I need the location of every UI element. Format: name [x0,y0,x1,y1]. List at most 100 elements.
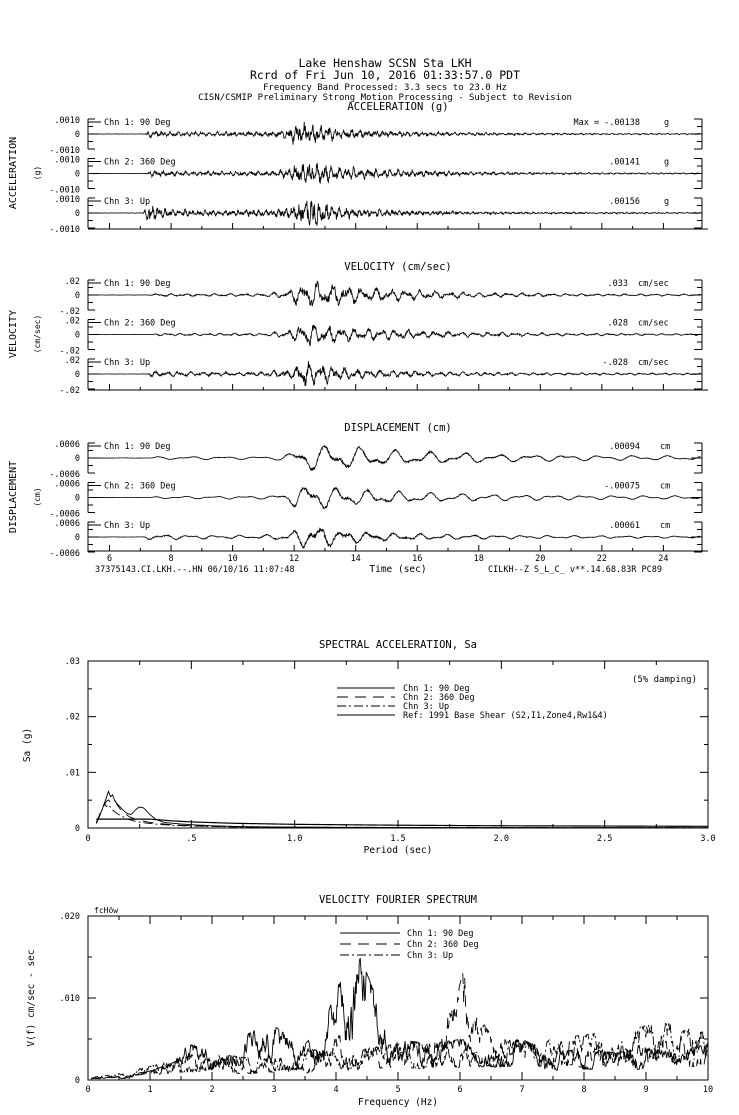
channel-label: Chn 3: Up [104,358,150,368]
trace-row: Chn 2: 360 Deg .02 0 -.02 .028 cm/sec [60,317,703,357]
x-tick-label: 8 [581,1085,586,1095]
waveform-trace [88,121,701,145]
panel-side-label: VELOCITY [8,310,19,358]
peak-value-label: .00061 [609,521,640,531]
record-timestamp: Rcrd of Fri Jun 10, 2016 01:33:57.0 PDT [250,68,520,82]
y-tick-label: .0006 [54,480,80,490]
y-tick-label: -.0010 [49,225,80,235]
y-tick-label: 0 [75,494,80,504]
y-tick-label: 0 [75,370,80,380]
x-tick-label: 2.0 [494,834,509,844]
legend-label: Chn 3: Up [403,702,449,712]
x-tick-label: 2.5 [597,834,612,844]
fourier-title: VELOCITY FOURIER SPECTRUM [319,894,477,906]
y-tick-label: .02 [65,713,80,723]
y-tick-label: -.02 [60,307,80,317]
y-tick-label: .0006 [54,440,80,450]
channel-label: Chn 3: Up [104,521,150,531]
peak-unit-label: g [664,158,669,168]
x-tick-label: 6 [457,1085,462,1095]
peak-value-label: .00156 [609,197,640,207]
processing-note: CISN/CSMIP Preliminary Strong Motion Pro… [198,93,572,103]
x-tick-label: 10 [703,1085,713,1095]
legend-label: Chn 3: Up [407,951,453,961]
trace-row: Chn 3: Up .0006 0 -.0006 .00061 cm [49,519,703,559]
peak-value-label: .00141 [609,158,640,168]
x-tick-label: 3 [271,1085,276,1095]
footer-record-id: 37375143.CI.LKH.--.HN 06/10/16 11:07:48 [95,565,295,575]
damping-note: (5% damping) [632,675,697,685]
y-tick-label: 0 [75,291,80,301]
panel-title: DISPLACEMENT (cm) [344,422,451,434]
channel-label: Chn 1: 90 Deg [104,118,171,128]
trace-row: Chn 1: 90 Deg .02 0 -.02 .033 cm/sec [60,277,703,317]
legend-label: Chn 1: 90 Deg [403,684,470,694]
y-tick-label: 0 [75,454,80,464]
y-tick-label: -.0006 [49,470,80,480]
spectrum-curve [95,798,708,829]
x-tick-label: .5 [186,834,196,844]
waveform-trace [88,527,701,550]
y-tick-label: .03 [65,657,80,667]
panel-side-label: ACCELERATION [8,137,19,209]
y-tick-label: .02 [65,317,80,327]
fourier-ylabel: V(f) cm/sec - sec [26,949,37,1046]
channel-label: Chn 2: 360 Deg [104,482,176,492]
x-tick-label: 18 [474,554,484,564]
panel-title: ACCELERATION (g) [347,101,448,113]
channel-label: Chn 2: 360 Deg [104,158,176,168]
acceleration-panel: ACCELERATION (g) ACCELERATION (g) Chn 1: 90… [8,101,708,235]
x-tick-label: 0 [85,1085,90,1095]
trace-row: Chn 1: 90 Deg .0010 0 -.0010 Max = -.00138 g [49,116,703,156]
panel-side-unit: (g) [33,166,42,180]
x-tick-label: 7 [519,1085,524,1095]
panel-side-unit: (cm/sec) [33,315,42,354]
trace-row: Chn 2: 360 Deg .0010 0 -.0010 .00141 g [49,156,703,196]
sa-xlabel: Period (sec) [364,845,433,856]
peak-unit-label: cm/sec [638,279,669,289]
y-tick-label: .0010 [54,116,80,126]
velocity-fourier-spectrum-plot: VELOCITY FOURIER SPECTRUM .020 .010 00 1 2 3 4 5… [26,894,713,1108]
peak-unit-label: cm [660,521,670,531]
time-axis-label: Time (sec) [369,564,426,575]
spectrum-curve [95,802,708,829]
sa-ylabel: Sa (g) [22,728,33,762]
channel-label: Chn 3: Up [104,197,150,207]
y-tick-label: .02 [65,356,80,366]
trace-row: Chn 2: 360 Deg .0006 0 -.0006 -.00075 cm [49,480,703,520]
y-tick-label: -.0010 [49,186,80,196]
spectrum-curve [90,973,709,1080]
y-tick-label: 0 [75,1076,80,1086]
waveform-trace [87,486,701,510]
fc-marker-label: fcHöw [94,906,118,915]
x-tick-label: 10 [227,554,237,564]
channel-label: Chn 1: 90 Deg [104,442,171,452]
spectrum-curve [90,1021,709,1079]
legend-label: Ref: 1991 Base Shear (S2,I1,Zone4,Rw1&4) [403,711,608,721]
y-tick-label: .0006 [54,519,80,529]
x-tick-label: 24 [658,554,668,564]
y-tick-label: 0 [75,331,80,341]
y-tick-label: .0010 [54,195,80,205]
trace-row: Chn 3: Up .02 0 -.02 -.028 cm/sec [60,356,703,396]
y-tick-label: -.0010 [49,146,80,156]
x-tick-label: 4 [333,1085,338,1095]
peak-unit-label: g [664,197,669,207]
x-tick-label: 14 [351,554,361,564]
x-tick-label: 0 [85,834,90,844]
band-processed-note: Frequency Band Processed: 3.3 secs to 23… [263,83,507,93]
panel-title: VELOCITY (cm/sec) [344,261,451,273]
legend-label: Chn 1: 90 Deg [407,929,474,939]
channel-label: Chn 1: 90 Deg [104,279,171,289]
y-tick-label: .0010 [54,156,80,166]
sa-title: SPECTRAL ACCELERATION, Sa [319,639,477,651]
y-tick-label: 0 [75,209,80,219]
footer-station-code: CILKH--Z S_L_C_ v**.14.68.83R PC89 [488,565,662,575]
y-tick-label: -.0006 [49,510,80,520]
station-title: Lake Henshaw SCSN Sta LKH [298,56,471,70]
waveform-trace [87,200,701,226]
x-tick-label: 20 [535,554,545,564]
